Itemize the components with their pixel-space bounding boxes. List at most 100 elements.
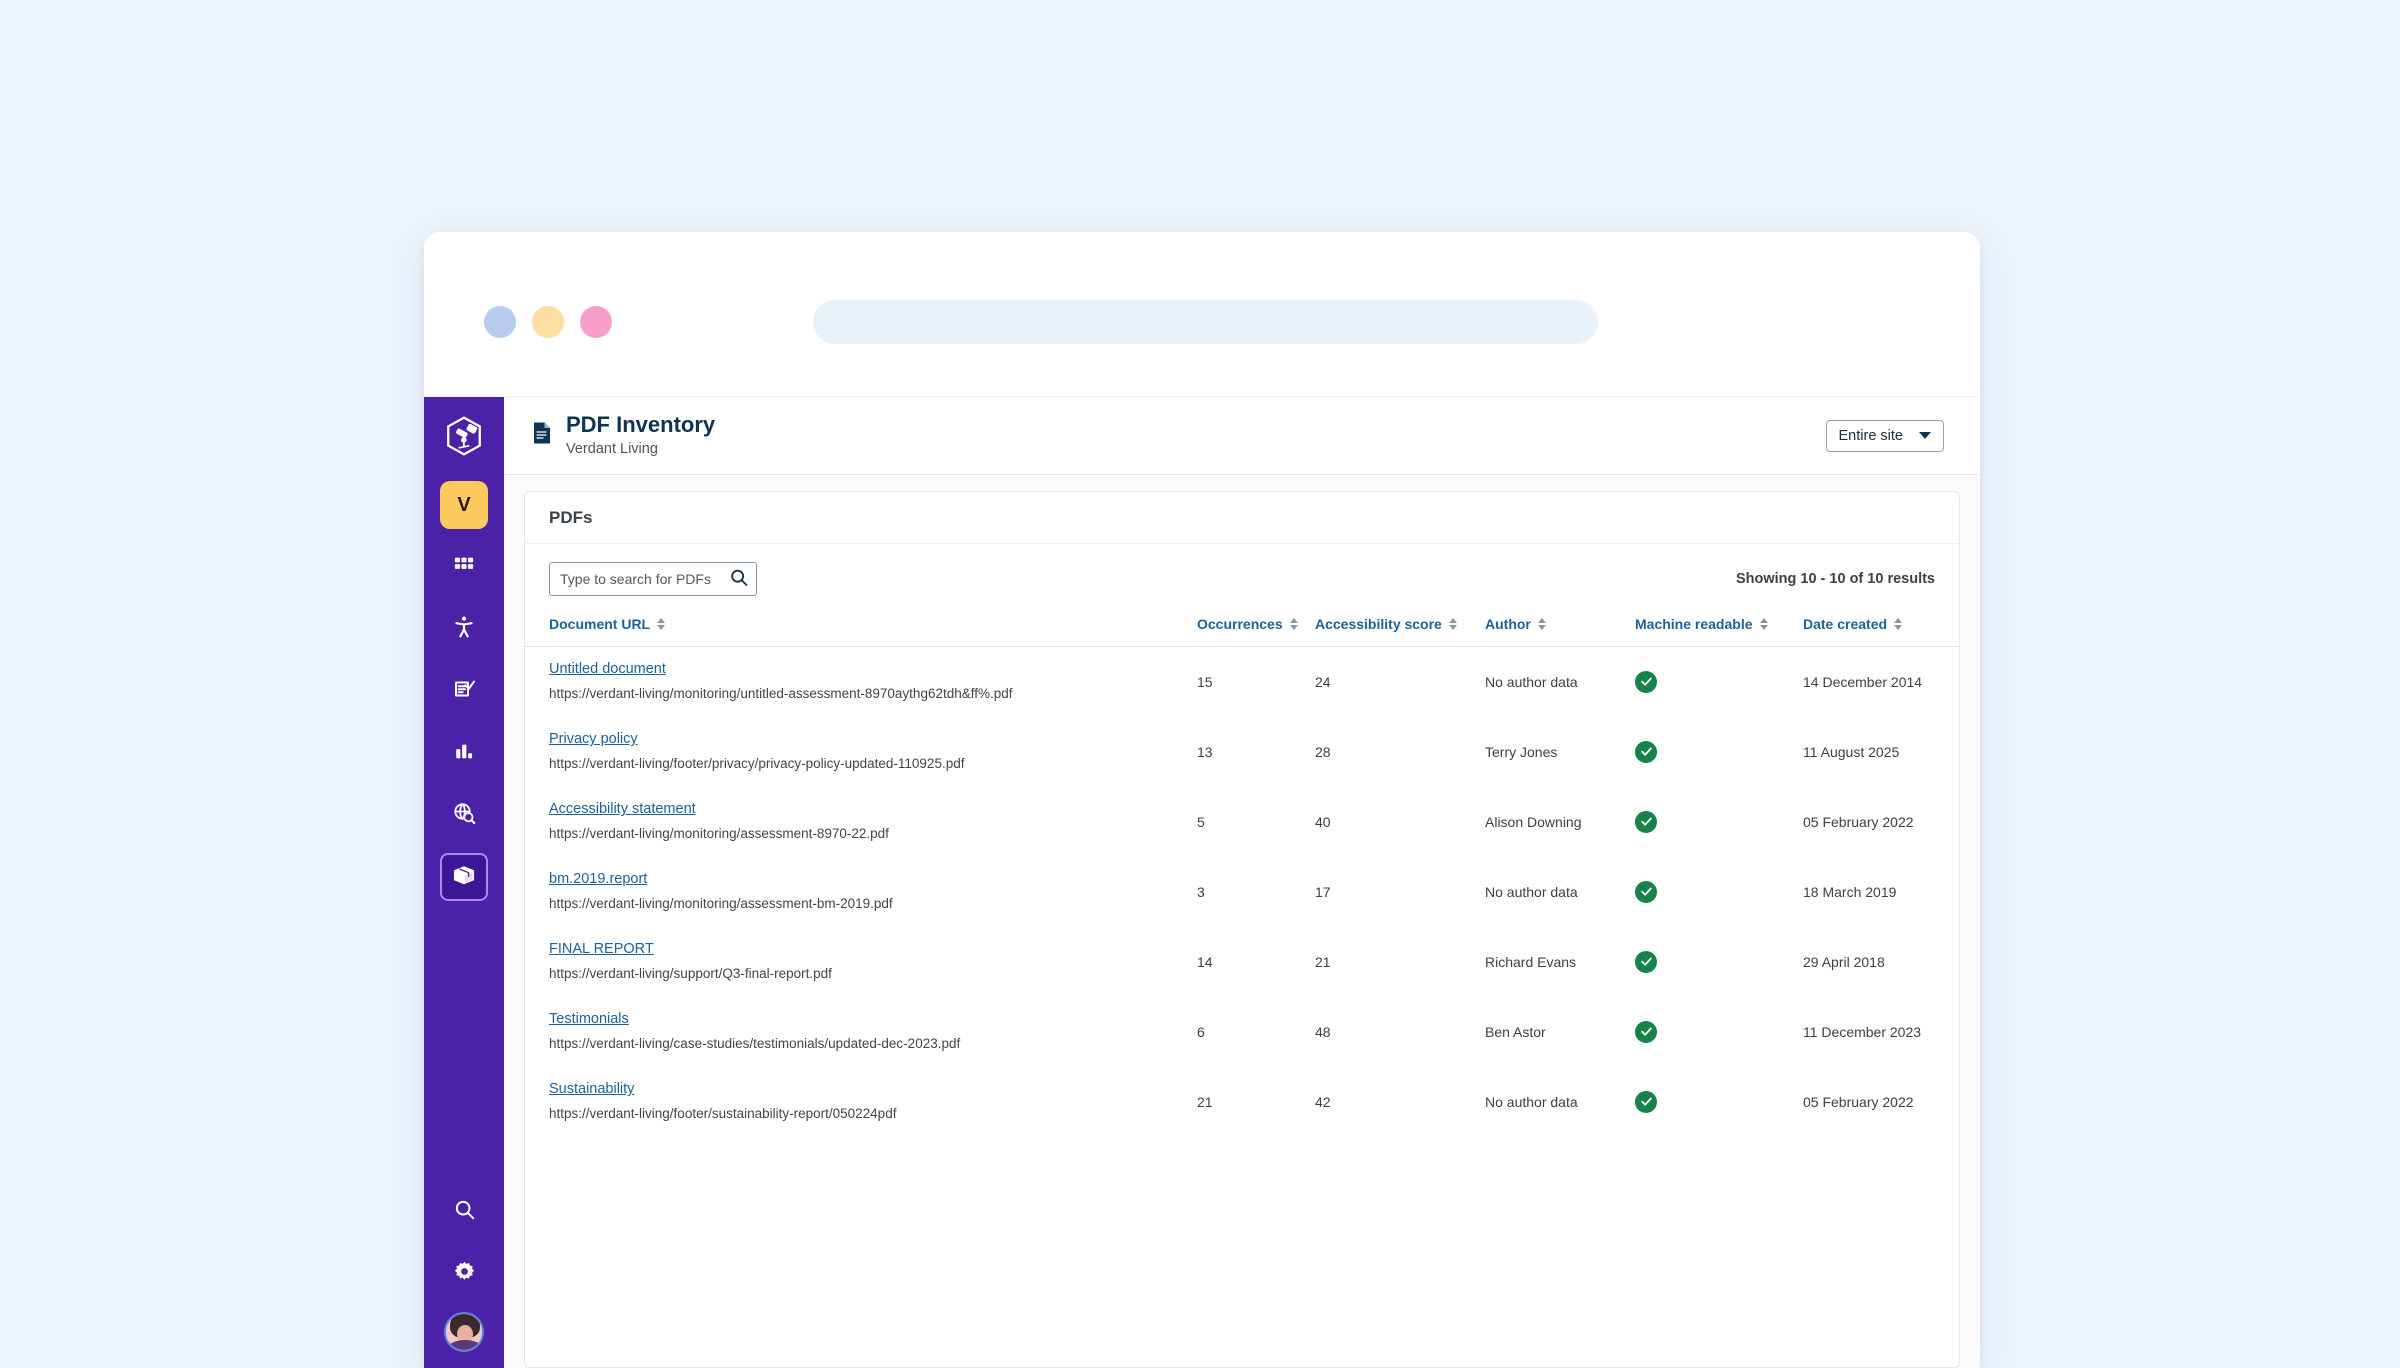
search-icon [729, 568, 749, 591]
column-header-accessibility-score[interactable]: Accessibility score [1311, 610, 1481, 647]
page-header-left: PDF Inventory Verdant Living [532, 412, 715, 460]
document-title-link[interactable]: FINAL REPORT [549, 941, 654, 958]
cell-machine-readable [1631, 1067, 1799, 1137]
cell-accessibility-score: 17 [1315, 883, 1331, 900]
sort-arrows-icon[interactable] [1759, 618, 1768, 630]
cell-date-created: 29 April 2018 [1803, 953, 1885, 970]
cell-document-url: bm.2019.report https://verdant-living/mon… [525, 857, 1193, 927]
document-title-link[interactable]: bm.2019.report [549, 871, 648, 888]
box-package-icon [451, 862, 477, 893]
browser-chrome [424, 232, 1980, 397]
search-submit-button[interactable] [729, 568, 749, 591]
cell-occurrences: 3 [1197, 883, 1205, 900]
sort-arrows-icon[interactable] [657, 618, 666, 630]
document-title-link[interactable]: Privacy policy [549, 731, 638, 748]
window-control-pink-dot[interactable] [580, 306, 612, 338]
avatar-face [457, 1325, 473, 1343]
check-circle-icon [1635, 950, 1657, 973]
bar-chart-icon [453, 740, 475, 767]
cell-accessibility-score: 28 [1315, 743, 1331, 760]
browser-window: V [424, 232, 1980, 1368]
browser-address-bar[interactable] [813, 300, 1598, 344]
sort-arrows-icon[interactable] [1894, 618, 1903, 630]
cell-date-created: 14 December 2014 [1803, 673, 1923, 690]
table-row: Sustainability https://verdant-living/foo… [525, 1067, 1959, 1137]
page-header-titles: PDF Inventory Verdant Living [566, 412, 715, 460]
sidebar-item-site-badge-v[interactable]: V [440, 481, 488, 529]
check-circle-icon [1635, 670, 1657, 693]
cell-author: Ben Astor [1485, 1023, 1546, 1040]
pdf-table: Document URL Occurrences [525, 610, 1959, 1137]
sidebar-item-search[interactable] [440, 1188, 488, 1236]
cell-accessibility-score: 42 [1315, 1093, 1331, 1110]
cell-date-created: 18 March 2019 [1803, 883, 1897, 900]
cell-date-created: 11 August 2025 [1803, 743, 1900, 760]
grid-icon [453, 554, 475, 581]
column-header-document-url[interactable]: Document URL [525, 610, 1193, 647]
document-url-text: https://verdant-living/case-studies/test… [549, 1036, 961, 1052]
cell-occurrences: 5 [1197, 813, 1205, 830]
page-header: PDF Inventory Verdant Living Entire site [504, 397, 1980, 475]
column-label: Occurrences [1197, 616, 1283, 632]
document-title-link[interactable]: Accessibility statement [549, 801, 696, 818]
check-circle-icon [1635, 810, 1657, 833]
check-circle-icon [1635, 740, 1657, 763]
sort-arrows-icon[interactable] [1537, 618, 1546, 630]
column-header-date-created[interactable]: Date created [1799, 610, 1959, 647]
column-label: Date created [1803, 616, 1888, 632]
column-header-author[interactable]: Author [1481, 610, 1631, 647]
cell-author: No author data [1485, 673, 1578, 690]
search-input[interactable] [549, 562, 757, 596]
column-header-machine-readable[interactable]: Machine readable [1631, 610, 1799, 647]
cell-author: Terry Jones [1485, 743, 1558, 760]
column-header-occurrences[interactable]: Occurrences [1193, 610, 1311, 647]
telescope-hexagon-logo[interactable] [441, 413, 487, 459]
cell-machine-readable [1631, 997, 1799, 1067]
window-control-blue-dot[interactable] [484, 306, 516, 338]
document-title-link[interactable]: Testimonials [549, 1011, 629, 1028]
table-scroll-region[interactable]: Document URL Occurrences [525, 610, 1959, 1367]
results-count: Showing 10 - 10 of 10 results [1735, 571, 1935, 587]
gear-icon [453, 1260, 476, 1288]
cell-occurrences: 21 [1197, 1093, 1213, 1110]
cell-document-url: Testimonials https://verdant-living/case-… [525, 997, 1193, 1067]
cell-occurrences: 15 [1197, 673, 1213, 690]
sidebar-item-apps-grid[interactable] [440, 543, 488, 591]
column-label: Author [1485, 616, 1531, 632]
table-header-row: Document URL Occurrences [525, 610, 1959, 647]
scope-select[interactable]: Entire site [1825, 419, 1944, 452]
sidebar-item-site-crawl[interactable] [440, 791, 488, 839]
cell-author: Alison Downing [1485, 813, 1582, 830]
page-title: PDF Inventory [566, 411, 716, 437]
card-toolbar: Showing 10 - 10 of 10 results [525, 544, 1959, 610]
cell-document-url: Privacy policy https://verdant-living/foo… [525, 717, 1193, 787]
document-url-text: https://verdant-living/support/Q3-final-… [549, 966, 832, 982]
search-icon [453, 1198, 476, 1226]
user-avatar[interactable] [444, 1312, 484, 1352]
sidebar-item-reports[interactable] [440, 667, 488, 715]
sort-arrows-icon[interactable] [1289, 618, 1298, 630]
window-controls [484, 306, 612, 338]
globe-search-icon [452, 801, 476, 830]
clipboard-check-icon [452, 677, 476, 706]
app-body: V [424, 397, 1980, 1368]
table-head: Document URL Occurrences [525, 610, 1959, 647]
cell-author: No author data [1485, 883, 1578, 900]
cell-occurrences: 14 [1197, 953, 1213, 970]
cell-accessibility-score: 40 [1315, 813, 1331, 830]
sidebar-item-accessibility[interactable] [440, 605, 488, 653]
sidebar-item-settings[interactable] [440, 1250, 488, 1298]
table-row: Testimonials https://verdant-living/case-… [525, 997, 1959, 1067]
sidebar-item-analytics[interactable] [440, 729, 488, 777]
sidebar-item-inventory[interactable] [440, 853, 488, 901]
cell-document-url: Sustainability https://verdant-living/foo… [525, 1067, 1193, 1137]
cell-machine-readable [1631, 717, 1799, 787]
card-title: PDFs [525, 492, 1959, 544]
document-title-link[interactable]: Untitled document [549, 661, 666, 678]
window-control-yellow-dot[interactable] [532, 306, 564, 338]
sort-arrows-icon[interactable] [1448, 618, 1457, 630]
search-field-wrapper [549, 562, 757, 596]
document-title-link[interactable]: Sustainability [549, 1081, 635, 1098]
document-url-text: https://verdant-living/footer/sustainabi… [549, 1106, 897, 1122]
document-icon [532, 421, 552, 450]
